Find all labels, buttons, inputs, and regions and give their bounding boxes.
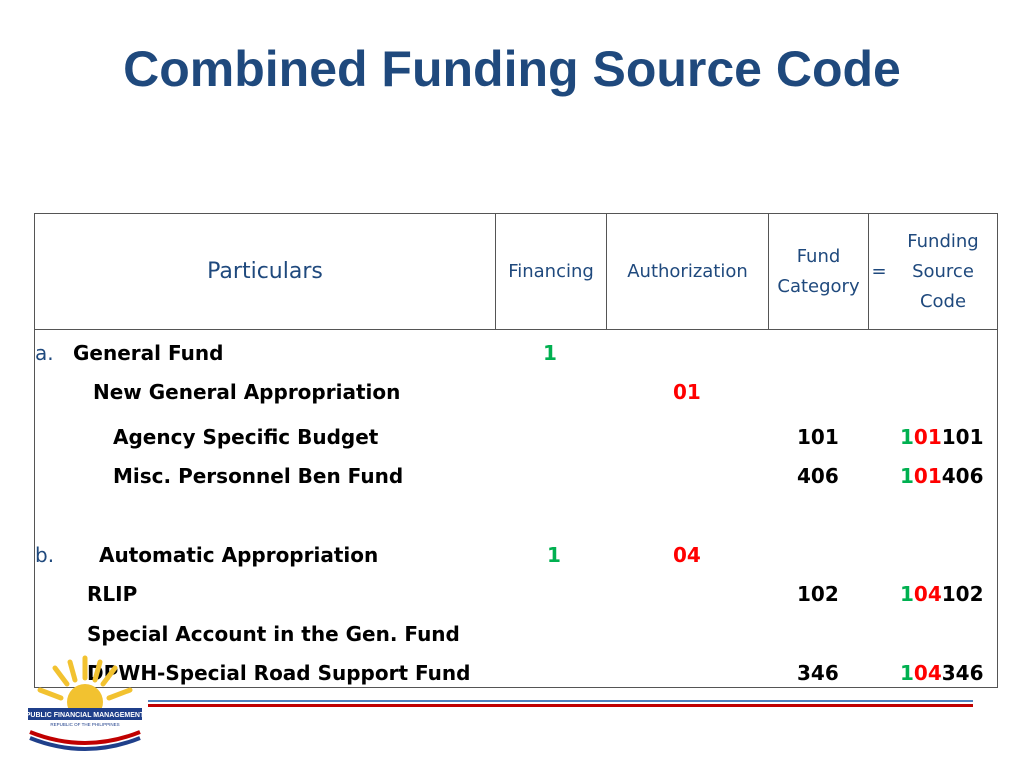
row-general-fund-label: General Fund bbox=[73, 341, 224, 365]
code-financing-digit: 1 bbox=[900, 582, 914, 606]
header-particulars: Particulars bbox=[207, 258, 323, 284]
header-funding-line1: Funding bbox=[907, 230, 979, 252]
row-rlip-category: 102 bbox=[797, 582, 839, 606]
row-dpwh-category: 346 bbox=[797, 661, 839, 685]
row-nga-label: New General Appropriation bbox=[93, 380, 401, 404]
code-authorization-digits: 01 bbox=[913, 425, 942, 449]
row-rlip-label: RLIP bbox=[87, 582, 138, 606]
row-asb-code: 101101 bbox=[900, 425, 984, 449]
code-category-digits: 101 bbox=[941, 425, 984, 449]
footer-stripe-red bbox=[148, 704, 973, 707]
row-auto-approp-authorization: 04 bbox=[673, 543, 701, 567]
code-authorization-digits: 01 bbox=[913, 464, 942, 488]
footer-stripe-blue bbox=[148, 700, 973, 702]
header-financing: Financing bbox=[508, 260, 594, 282]
code-financing-digit: 1 bbox=[900, 464, 914, 488]
row-dpwh-label: DPWH-Special Road Support Fund bbox=[87, 661, 471, 685]
code-category-digits: 346 bbox=[941, 661, 984, 685]
funding-code-table: Particulars Financing Authorization Fund… bbox=[34, 213, 998, 688]
row-dpwh-code: 104346 bbox=[900, 661, 984, 685]
row-auto-approp-label: Automatic Appropriation bbox=[99, 543, 379, 567]
slide-title: Combined Funding Source Code bbox=[123, 41, 901, 97]
logo-text-sub: REPUBLIC OF THE PHILIPPINES bbox=[50, 722, 119, 727]
header-authorization: Authorization bbox=[627, 260, 748, 282]
header-funding-line2: Source bbox=[912, 260, 974, 282]
code-category-digits: 406 bbox=[941, 464, 984, 488]
row-auto-approp-financing: 1 bbox=[547, 543, 561, 567]
code-financing-digit: 1 bbox=[900, 661, 914, 685]
row-general-fund-financing: 1 bbox=[543, 341, 557, 365]
header-fund-category: Fund Category bbox=[769, 214, 868, 329]
row-special-account-label: Special Account in the Gen. Fund bbox=[87, 622, 460, 646]
logo-text-main: PUBLIC FINANCIAL MANAGEMENT bbox=[26, 712, 145, 719]
pfm-logo: PUBLIC FINANCIAL MANAGEMENT REPUBLIC OF … bbox=[26, 655, 145, 751]
header-divider bbox=[768, 214, 769, 329]
code-category-digits: 102 bbox=[941, 582, 984, 606]
header-fund-category-line2: Category bbox=[777, 275, 860, 297]
row-asb-label: Agency Specific Budget bbox=[113, 425, 379, 449]
header-divider bbox=[495, 214, 496, 329]
row-letter-b: b. bbox=[35, 543, 55, 567]
row-nga-authorization: 01 bbox=[673, 380, 701, 404]
header-fund-category-line1: Fund bbox=[796, 245, 841, 267]
row-rlip-code: 104102 bbox=[900, 582, 984, 606]
header-divider bbox=[868, 214, 869, 329]
header-funding-source-code: Funding Source Code bbox=[889, 214, 997, 329]
row-letter-a: a. bbox=[35, 341, 54, 365]
header-funding-line3: Code bbox=[919, 290, 967, 312]
row-mpb-label: Misc. Personnel Ben Fund bbox=[113, 464, 404, 488]
code-financing-digit: 1 bbox=[900, 425, 914, 449]
header-divider bbox=[606, 214, 607, 329]
row-mpb-code: 101406 bbox=[900, 464, 984, 488]
header-equals: = bbox=[871, 260, 887, 282]
row-asb-category: 101 bbox=[797, 425, 839, 449]
code-authorization-digits: 04 bbox=[913, 582, 942, 606]
row-mpb-category: 406 bbox=[797, 464, 839, 488]
code-authorization-digits: 04 bbox=[913, 661, 942, 685]
table-header-row: Particulars Financing Authorization Fund… bbox=[35, 214, 997, 330]
